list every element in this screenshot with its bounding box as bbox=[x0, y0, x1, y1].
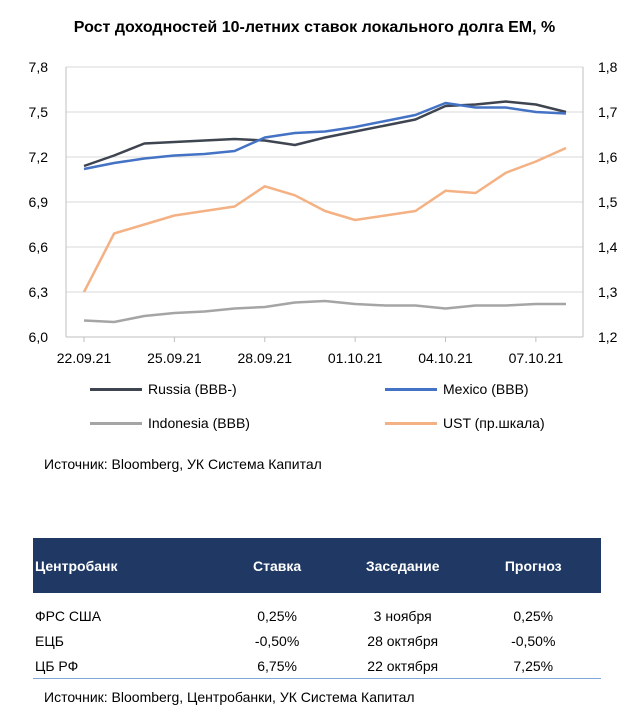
header-forecast: Прогноз bbox=[465, 538, 601, 593]
legend-label-indonesia: Indonesia (BBB) bbox=[148, 415, 250, 431]
legend-russia: Russia (BBB-) bbox=[90, 381, 237, 397]
legend-label-ust: UST (пр.шкала) bbox=[443, 415, 545, 431]
y-left-tick-label: 6,6 bbox=[29, 239, 49, 255]
chart-source: Источник: Bloomberg, УК Система Капитал bbox=[44, 456, 322, 472]
legend-swatch-ust bbox=[385, 421, 437, 425]
header-rate: Ставка bbox=[214, 538, 340, 593]
cell-bank: ФРС США bbox=[35, 607, 102, 624]
x-tick-label: 07.10.21 bbox=[509, 350, 564, 366]
cell-rate: 0,25% bbox=[257, 607, 297, 624]
table-header-row: Центробанк Ставка Заседание Прогноз bbox=[33, 538, 601, 593]
line-chart: 6,0 6,3 6,6 6,9 7,2 7,5 7,8 1,2 1,3 1,4 1,5 1,6 1,7 1… bbox=[29, 59, 618, 366]
legend-swatch-russia bbox=[90, 387, 142, 391]
y-right-tick-label: 1,3 bbox=[598, 284, 618, 300]
cell-meeting: 28 октября bbox=[367, 632, 439, 649]
header-central-bank: Центробанк bbox=[33, 538, 215, 593]
cell-forecast: -0,50% bbox=[511, 632, 556, 649]
legend-swatch-mexico bbox=[385, 387, 437, 391]
series-line-russia bbox=[83, 100, 567, 168]
cell-bank: ЦБ РФ bbox=[33, 653, 215, 679]
x-tick-label: 22.09.21 bbox=[57, 350, 112, 366]
cell-forecast: 0,25% bbox=[513, 607, 554, 624]
cell-bank: ЕЦБ bbox=[35, 632, 64, 649]
y-left-tick-label: 6,9 bbox=[29, 194, 49, 210]
x-tick-label: 04.10.21 bbox=[418, 350, 473, 366]
cell-forecast: 7,25% bbox=[465, 653, 601, 679]
legend-swatch-indonesia bbox=[90, 421, 142, 425]
y-right-tick-label: 1,7 bbox=[598, 104, 618, 120]
series-line-indonesia bbox=[83, 299, 566, 324]
legend-mexico: Mexico (BBB) bbox=[385, 381, 529, 397]
y-right-tick-label: 1,6 bbox=[598, 149, 618, 165]
cell-rate: 6,75% bbox=[214, 653, 340, 679]
chart-title: Рост доходностей 10-летних ставок локаль… bbox=[73, 19, 556, 36]
y-left-tick-label: 6,3 bbox=[29, 284, 49, 300]
series-line-mexico bbox=[83, 101, 567, 171]
table-row: ФРС США 0,25% 3 ноября 0,25% bbox=[33, 603, 601, 628]
table-row: ЕЦБ -0,50% 28 октября -0,50% bbox=[33, 628, 601, 653]
y-right-tick-label: 1,4 bbox=[598, 239, 618, 255]
central-bank-table: Центробанк Ставка Заседание Прогноз ФРС … bbox=[33, 538, 601, 679]
series-line-ust bbox=[82, 146, 567, 293]
cell-meeting: 3 ноября bbox=[373, 607, 432, 624]
y-left-tick-label: 6,0 bbox=[29, 329, 49, 345]
legend-label-mexico: Mexico (BBB) bbox=[443, 381, 529, 397]
x-tick-label: 01.10.21 bbox=[328, 350, 383, 366]
x-tick-label: 25.09.21 bbox=[147, 350, 202, 366]
y-left-tick-label: 7,5 bbox=[29, 104, 49, 120]
x-tick-label: 28.09.21 bbox=[238, 350, 293, 366]
legend-ust: UST (пр.шкала) bbox=[385, 415, 545, 431]
cell-rate: -0,50% bbox=[254, 632, 300, 649]
y-right-tick-label: 1,2 bbox=[598, 329, 618, 345]
y-left-tick-label: 7,8 bbox=[29, 59, 49, 75]
table-source: Источник: Bloomberg, Центробанки, УК Сис… bbox=[44, 689, 415, 705]
legend-indonesia: Indonesia (BBB) bbox=[90, 415, 250, 431]
cell-meeting: 22 октября bbox=[339, 653, 466, 679]
header-meeting: Заседание bbox=[339, 538, 466, 593]
legend-label-russia: Russia (BBB-) bbox=[148, 381, 237, 397]
y-left-tick-label: 7,2 bbox=[29, 149, 49, 165]
y-right-tick-label: 1,5 bbox=[598, 194, 618, 210]
table-row: ЦБ РФ 6,75% 22 октября 7,25% bbox=[33, 653, 601, 679]
y-right-tick-label: 1,8 bbox=[598, 59, 618, 75]
